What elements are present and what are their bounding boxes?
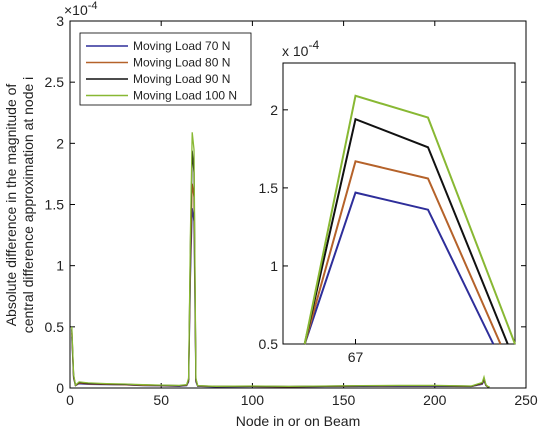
y-tick-label: 0.5 (45, 319, 65, 335)
y-axis-label-line1: Absolute difference in the magnitude of (3, 84, 19, 327)
y-tick-label: 3 (56, 13, 64, 29)
y-tick-label: 1.5 (45, 197, 65, 213)
series-line-4 (71, 132, 490, 388)
inset-y-tick-label: 1 (270, 258, 278, 274)
inset-ticks: 67 0.5 1 1.5 2 (259, 102, 364, 365)
inset-y-exponent-label: x 10-4 (282, 38, 319, 59)
inset-plot: 67 0.5 1 1.5 2 x 10-4 (259, 38, 516, 365)
y-tick-label: 1 (56, 258, 64, 274)
x-axis-label: Node in or on Beam (236, 413, 361, 429)
y-axis-label-line2: central difference approximation at node… (20, 77, 36, 334)
inset-y-tick-label: 1.5 (259, 180, 279, 196)
inset-series-line-1 (303, 191, 495, 345)
y-exponent-label: ×10-4 (64, 0, 98, 18)
y-tick-label: 2 (56, 135, 64, 151)
inset-series-line-3 (303, 117, 509, 345)
x-tick-label: 100 (241, 392, 265, 408)
inset-y-tick-label: 0.5 (259, 336, 279, 352)
inset-series-group (303, 94, 516, 345)
x-tick-label: 250 (514, 392, 538, 408)
legend-label: Moving Load 100 N (133, 89, 237, 103)
inset-series-line-4 (303, 94, 516, 345)
x-tick-label: 50 (153, 392, 169, 408)
y-tick-label: 0 (56, 380, 64, 396)
x-tick-label: 200 (423, 392, 447, 408)
y-tick-label: 2.5 (45, 74, 65, 90)
legend: Moving Load 70 N Moving Load 80 N Moving L… (79, 32, 252, 106)
inset-series-line-2 (303, 160, 502, 345)
legend-label: Moving Load 90 N (133, 72, 230, 86)
legend-label: Moving Load 80 N (133, 56, 230, 70)
legend-box (79, 32, 252, 106)
x-tick-label: 150 (332, 392, 356, 408)
main-series-group (71, 132, 490, 388)
legend-label: Moving Load 70 N (133, 39, 230, 53)
main-ticks: 0 50 100 150 200 250 0 0.5 1 1.5 2 2.5 3 (45, 13, 538, 408)
x-tick-label: 0 (66, 392, 74, 408)
inset-y-tick-label: 2 (270, 102, 278, 118)
inset-x-tick-label: 67 (348, 349, 364, 365)
